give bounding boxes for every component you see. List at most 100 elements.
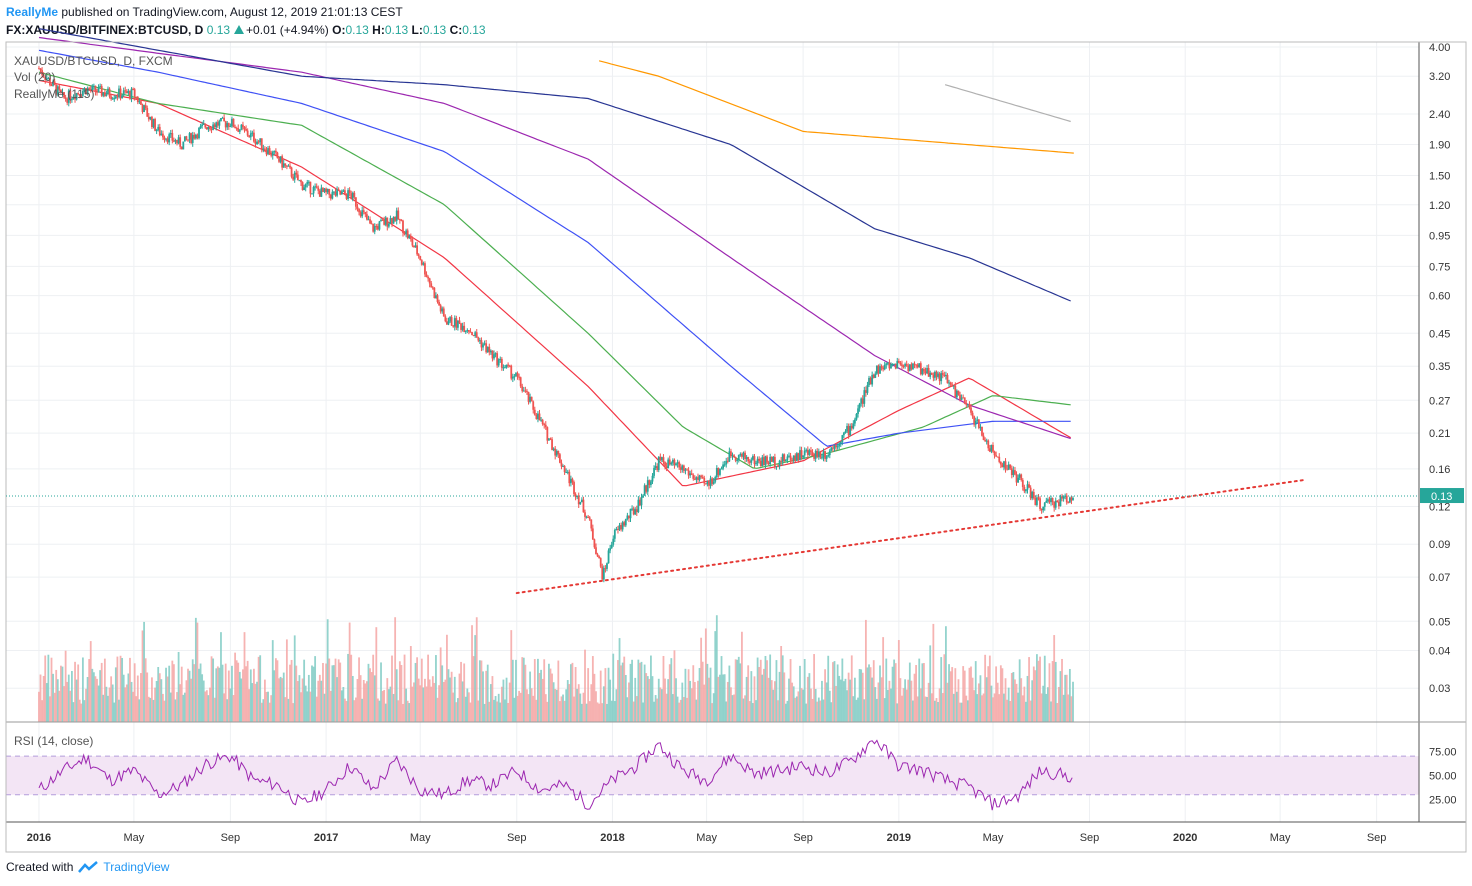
volume-bar xyxy=(279,676,282,722)
volume-bar xyxy=(83,700,86,722)
candle-body xyxy=(238,129,241,132)
volume-bar xyxy=(281,678,284,722)
candle-body xyxy=(221,117,224,119)
candle-body xyxy=(89,89,92,91)
volume-bar xyxy=(607,667,610,722)
candle-body xyxy=(646,480,649,492)
candle-body xyxy=(45,78,48,80)
volume-bar xyxy=(271,640,274,722)
candle-body xyxy=(624,519,627,526)
volume-bar xyxy=(1068,668,1071,722)
volume-bar xyxy=(552,682,555,722)
y-tick-label: 3.20 xyxy=(1429,71,1450,83)
volume-bar xyxy=(576,688,579,722)
candle-body xyxy=(723,464,726,466)
volume-bar xyxy=(202,680,205,722)
candle-body xyxy=(941,373,944,375)
candle-body xyxy=(529,396,531,402)
volume-bar xyxy=(295,665,298,722)
volume-bar xyxy=(604,668,607,722)
candle-body xyxy=(218,121,221,126)
volume-bar xyxy=(194,617,197,722)
volume-bar xyxy=(278,678,280,722)
candle-body xyxy=(273,150,276,152)
volume-bar xyxy=(1003,693,1005,722)
volume-bar xyxy=(880,677,883,722)
volume-bar xyxy=(442,681,445,722)
candle-body xyxy=(312,186,315,194)
candle-body xyxy=(202,123,205,125)
volume-bar xyxy=(478,660,481,722)
candle-body xyxy=(896,360,899,369)
candle-body xyxy=(416,245,419,255)
candle-body xyxy=(296,174,299,181)
volume-bar xyxy=(124,687,127,722)
candle-body xyxy=(279,156,282,162)
symbol-info: FX:XAUUSD/BITFINEX:BTCUSD, D 0.13 +0.01 (… xyxy=(6,23,486,37)
volume-bar xyxy=(485,670,488,722)
candle-body xyxy=(81,91,84,96)
candle-body xyxy=(919,363,922,375)
candle-body xyxy=(595,547,597,555)
candle-body xyxy=(995,455,998,457)
candle-body xyxy=(689,473,692,476)
volume-bar xyxy=(348,622,351,722)
volume-bar xyxy=(985,677,988,722)
volume-bar xyxy=(574,667,577,722)
candle-body xyxy=(949,382,952,385)
candle-body xyxy=(806,449,809,455)
candle-body xyxy=(618,525,621,530)
author-name[interactable]: ReallyMe xyxy=(6,5,59,19)
volume-bar xyxy=(356,679,359,722)
trendline[interactable] xyxy=(515,478,1306,595)
candle-body xyxy=(147,116,150,120)
candle-body xyxy=(457,320,459,328)
candle-body xyxy=(693,478,696,480)
volume-bar xyxy=(314,656,317,722)
volume-bar xyxy=(720,656,723,722)
volume-bar xyxy=(301,678,304,722)
rsi-pane[interactable] xyxy=(6,739,1419,811)
volume-bar xyxy=(227,670,230,722)
volume-bar xyxy=(331,665,334,722)
y-tick-label: 0.35 xyxy=(1429,361,1450,373)
candle-body xyxy=(163,137,166,140)
candle-body xyxy=(671,459,674,463)
volume-bar xyxy=(193,664,196,722)
volume-bar xyxy=(386,678,389,722)
candle-body xyxy=(394,216,397,221)
x-tick-label: May xyxy=(983,832,1004,844)
candle-body xyxy=(315,186,318,188)
candle-body xyxy=(513,376,516,378)
candle-body xyxy=(1054,500,1057,508)
volume-bar xyxy=(344,698,346,722)
low-label: L: xyxy=(411,23,423,37)
candle-body xyxy=(204,123,207,128)
candle-body xyxy=(1059,496,1062,507)
candle-body xyxy=(736,459,739,461)
volume-bar xyxy=(532,695,535,722)
volume-bar xyxy=(1017,692,1019,722)
candle-body xyxy=(629,508,632,519)
rsi-band xyxy=(6,756,1419,795)
candles xyxy=(38,66,1074,583)
tradingview-brand[interactable]: TradingView xyxy=(103,860,170,874)
candle-body xyxy=(910,364,913,370)
volume-bar xyxy=(715,615,718,722)
volume-bar xyxy=(336,677,338,722)
candle-body xyxy=(711,478,714,484)
candle-body xyxy=(943,374,946,376)
volume-bar xyxy=(816,701,819,722)
volume-bar xyxy=(1050,701,1052,722)
volume-bar xyxy=(246,660,249,722)
volume-bar xyxy=(959,702,961,722)
close-value: 0.13 xyxy=(462,23,486,37)
volume-bar xyxy=(841,658,844,722)
symbol-name: FX:XAUUSD/BITFINEX:BTCUSD, D xyxy=(6,23,204,37)
volume-bar xyxy=(825,682,828,722)
candle-body xyxy=(750,459,753,463)
candle-body xyxy=(719,468,721,475)
candle-body xyxy=(855,413,858,420)
candle-body xyxy=(786,456,789,460)
